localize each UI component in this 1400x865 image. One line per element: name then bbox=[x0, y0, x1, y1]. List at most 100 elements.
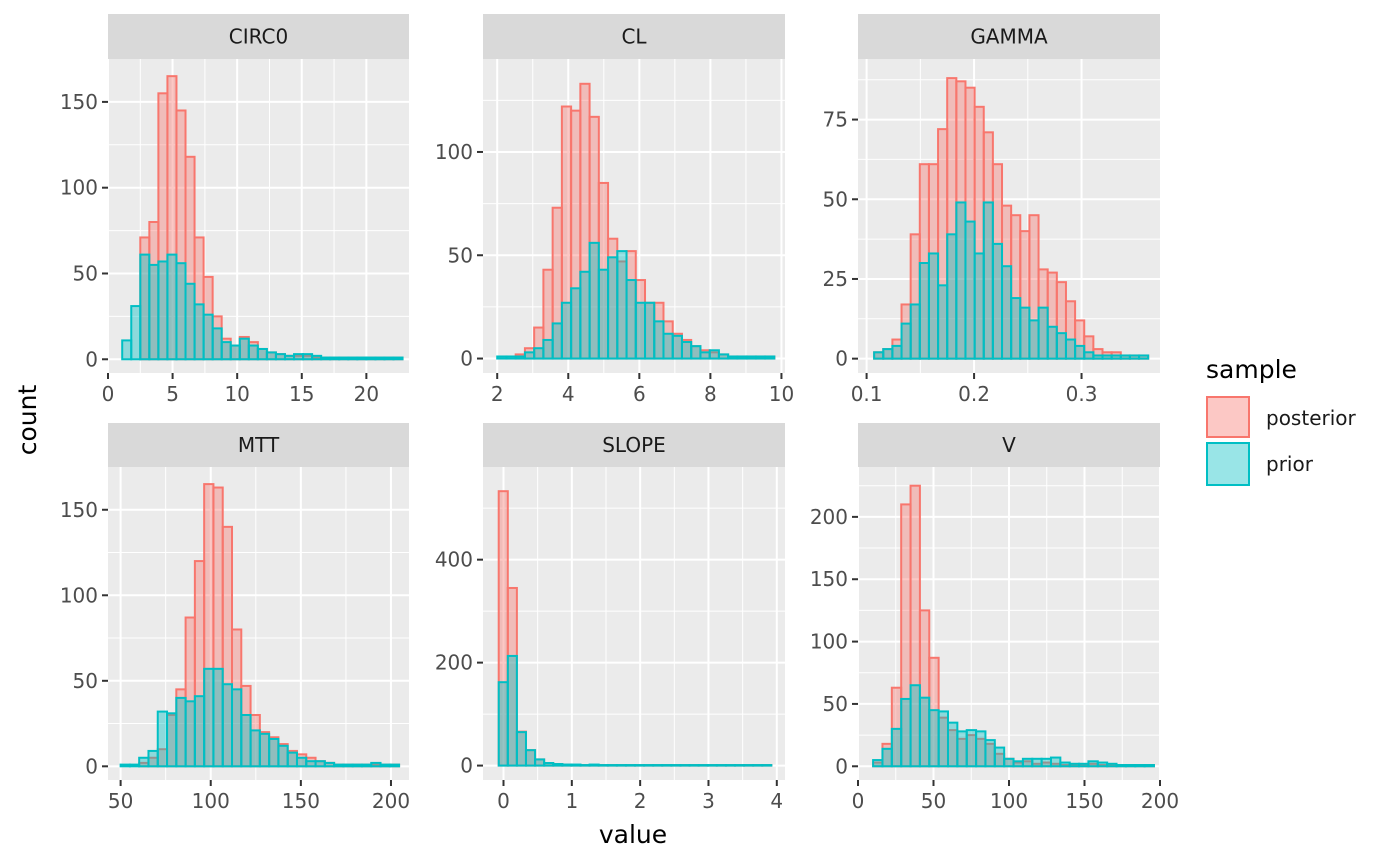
bar-prior bbox=[1012, 760, 1024, 768]
bar-prior bbox=[736, 355, 748, 360]
bar-prior bbox=[965, 729, 978, 768]
facet-v: V 0 50 100 150 200 0 50 100 150 200 bbox=[810, 423, 1179, 813]
bar-prior bbox=[193, 695, 206, 768]
y-tick-label: 150 bbox=[60, 498, 98, 522]
bar-prior bbox=[514, 355, 526, 360]
bar-prior bbox=[909, 303, 921, 360]
bar-prior bbox=[616, 250, 628, 360]
bar-prior bbox=[918, 696, 931, 768]
bar-prior bbox=[964, 220, 976, 360]
panel-background bbox=[483, 467, 785, 780]
bar-prior bbox=[606, 764, 618, 767]
bar-prior bbox=[727, 355, 739, 360]
x-tick-label: 1 bbox=[565, 789, 578, 813]
x-tick-label: 15 bbox=[289, 382, 314, 406]
bar-prior bbox=[351, 763, 363, 768]
y-tick-label: 100 bbox=[60, 583, 98, 607]
bar-prior bbox=[1134, 764, 1146, 768]
bar-prior bbox=[268, 737, 280, 768]
bar-prior bbox=[699, 351, 711, 360]
bar-prior bbox=[231, 688, 243, 768]
bar-prior bbox=[1055, 332, 1067, 360]
bar-prior bbox=[496, 355, 508, 360]
y-tick-label: 50 bbox=[73, 261, 98, 285]
bar-prior bbox=[625, 279, 637, 360]
bar-prior bbox=[752, 764, 764, 767]
bar-prior bbox=[505, 355, 517, 360]
bar-prior bbox=[314, 760, 326, 768]
y-tick-label: 0 bbox=[85, 754, 98, 778]
y-tick-label: 100 bbox=[60, 176, 98, 200]
bar-prior bbox=[333, 763, 345, 768]
bar-prior bbox=[1019, 306, 1031, 360]
bar-prior bbox=[1092, 354, 1104, 360]
bar-prior bbox=[293, 353, 305, 361]
x-tick-label: 0 bbox=[497, 789, 510, 813]
bar-prior bbox=[302, 353, 314, 361]
bar-prior bbox=[184, 282, 196, 361]
bar-prior bbox=[670, 764, 682, 767]
y-tick-label: 75 bbox=[823, 108, 848, 132]
bar-prior bbox=[946, 721, 959, 768]
bar-prior bbox=[497, 681, 509, 767]
legend-key-posterior bbox=[1206, 396, 1250, 438]
x-axis-title: value bbox=[599, 820, 667, 849]
bar-prior bbox=[560, 301, 573, 360]
legend-label-posterior: posterior bbox=[1266, 406, 1357, 430]
bar-prior bbox=[1078, 762, 1090, 768]
y-tick-label: 0 bbox=[835, 754, 848, 778]
x-tick-label: 0 bbox=[852, 789, 865, 813]
bar-prior bbox=[937, 710, 949, 768]
x-tick-label: 50 bbox=[921, 789, 946, 813]
facet-strip-label: V bbox=[1002, 433, 1016, 457]
bar-prior bbox=[1096, 761, 1109, 768]
bar-prior bbox=[706, 764, 718, 767]
bar-prior bbox=[597, 268, 610, 360]
bar-prior bbox=[360, 763, 373, 768]
x-tick-label: 10 bbox=[769, 382, 794, 406]
legend-label-prior: prior bbox=[1266, 452, 1314, 476]
x-tick-label: 0.1 bbox=[851, 382, 883, 406]
y-tick-label: 0 bbox=[85, 347, 98, 371]
x-tick-label: 8 bbox=[704, 382, 717, 406]
bar-prior bbox=[323, 761, 336, 768]
bar-prior bbox=[597, 764, 609, 767]
bar-prior bbox=[1021, 757, 1034, 768]
legend-key-prior bbox=[1206, 442, 1250, 486]
series-prior-circ0 bbox=[121, 253, 404, 361]
bar-prior bbox=[1049, 756, 1062, 768]
bar-prior bbox=[524, 749, 537, 767]
series-prior-gamma bbox=[873, 201, 1150, 360]
bar-prior bbox=[305, 760, 317, 768]
y-axis-title: count bbox=[13, 385, 42, 456]
bar-prior bbox=[872, 759, 884, 768]
x-tick-label: 4 bbox=[770, 789, 783, 813]
y-tick-label: 50 bbox=[73, 669, 98, 693]
bar-prior bbox=[365, 356, 377, 361]
bar-prior bbox=[1001, 265, 1013, 360]
bar-prior bbox=[274, 353, 286, 361]
y-tick-label: 50 bbox=[448, 243, 473, 267]
bar-prior bbox=[1106, 762, 1118, 768]
y-tick-label: 0 bbox=[835, 347, 848, 371]
x-tick-label: 10 bbox=[224, 382, 249, 406]
bar-prior bbox=[1028, 319, 1040, 360]
y-tick-label: 150 bbox=[810, 567, 848, 591]
x-tick-label: 2 bbox=[634, 789, 647, 813]
bar-prior bbox=[937, 284, 949, 360]
bar-prior bbox=[579, 764, 591, 767]
y-tick-label: 100 bbox=[810, 630, 848, 654]
bar-prior bbox=[329, 356, 341, 361]
x-tick-label: 50 bbox=[108, 789, 133, 813]
legend: sample posterior prior bbox=[1206, 355, 1357, 486]
bar-prior bbox=[175, 696, 187, 768]
bar-prior bbox=[347, 356, 359, 361]
bar-prior bbox=[715, 764, 727, 767]
bar-prior bbox=[506, 654, 518, 767]
x-tick-label: 5 bbox=[166, 382, 179, 406]
bar-prior bbox=[139, 253, 151, 361]
bar-prior bbox=[1064, 338, 1077, 360]
facet-slope: SLOPE 0 200 400 0 1 2 3 4 bbox=[435, 423, 785, 813]
